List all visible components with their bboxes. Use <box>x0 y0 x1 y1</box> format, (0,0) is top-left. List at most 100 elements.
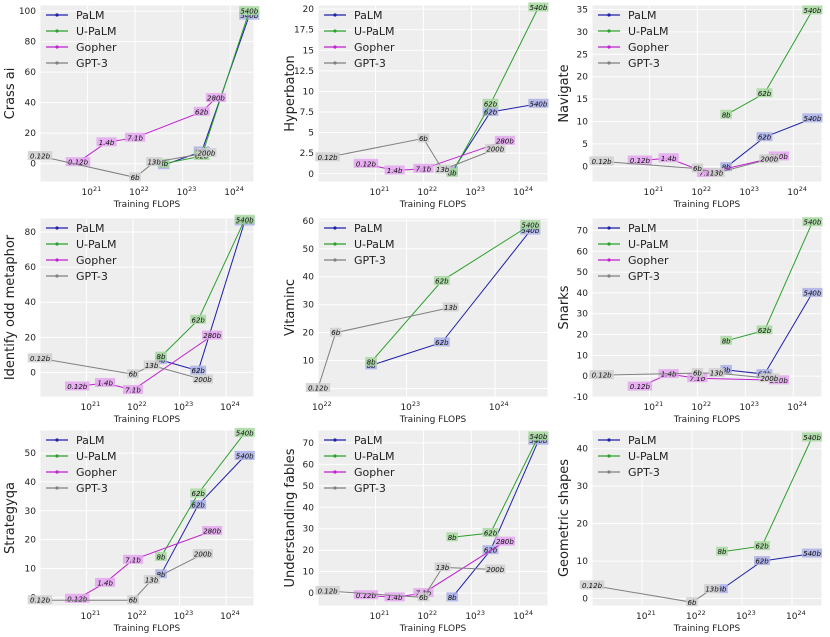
x-tick-label: 1021 <box>636 609 656 622</box>
chart-panel-4: 1021 1022 1023 1024 0 20 40 60 80 Training FLOPS I… <box>3 214 255 425</box>
point-label-bg <box>716 546 728 556</box>
point-label: 6b <box>131 174 140 182</box>
y-tick-label: 60 <box>25 68 37 78</box>
point-label: 7.1b <box>125 556 141 564</box>
point-label: 62b <box>191 490 205 498</box>
x-tick-label: 1022 <box>417 609 437 622</box>
point-label-bg <box>802 217 823 227</box>
point-label: 8b <box>157 357 166 365</box>
plot-area <box>39 217 255 398</box>
point-label-bg <box>442 302 459 312</box>
y-tick-label: 50 <box>303 482 315 492</box>
legend-entry: GPT-3 <box>76 270 108 283</box>
point-label: 0.12b <box>592 158 613 166</box>
point-label-bg <box>190 500 207 510</box>
point-label-bg <box>305 383 331 393</box>
point-label: 1.4b <box>661 371 677 379</box>
point-label: 540b <box>530 433 548 441</box>
y-tick-label: 50 <box>303 245 315 255</box>
y-tick-label: 20 <box>303 546 315 556</box>
point-label-bg <box>127 369 139 379</box>
x-tick-label: 1024 <box>489 400 509 413</box>
point-label: 540b <box>803 434 821 442</box>
point-label-bg <box>802 5 823 15</box>
y-tick-label: 25 <box>577 50 588 60</box>
x-axis-label: Training FLOPS <box>399 200 467 210</box>
legend-marker <box>55 61 59 65</box>
legend-entry: PaLM <box>76 9 105 22</box>
x-tick-exponent: 21 <box>93 185 101 193</box>
series-line-gopher <box>76 530 213 600</box>
x-tick-exponent: 21 <box>92 609 100 617</box>
point-label: 0.12b <box>318 587 339 595</box>
point-label: 6b <box>419 135 428 143</box>
y-tick-label: 60 <box>303 460 315 470</box>
x-tick-label: 1023 <box>465 185 485 198</box>
legend-marker <box>607 45 611 49</box>
legend-entry: Gopher <box>76 41 117 54</box>
x-tick-label: 1022 <box>129 185 149 198</box>
point-label-bg <box>353 590 379 600</box>
point-label: 6b <box>688 599 697 607</box>
series-line-gpt-3 <box>601 158 770 174</box>
x-tick-exponent: 23 <box>185 400 193 408</box>
point-label: 62b <box>191 367 205 375</box>
x-tick-label: 1024 <box>786 609 806 622</box>
point-label-bg <box>205 93 227 103</box>
legend-entry: PaLM <box>354 434 383 447</box>
x-tick-label: 1021 <box>81 400 101 413</box>
point-label: 8b <box>722 337 731 345</box>
y-axis-label: Vitaminc <box>283 279 298 336</box>
x-tick-exponent: 24 <box>232 609 240 617</box>
point-label-bg <box>239 6 260 16</box>
x-tick-label: 1023 <box>177 185 197 198</box>
x-tick-exponent: 21 <box>655 400 663 408</box>
point-label: 200b <box>194 551 212 559</box>
point-label-bg <box>704 584 720 594</box>
point-label: 0.12b <box>592 372 613 380</box>
point-label-bg <box>155 569 167 579</box>
point-label: 62b <box>484 530 498 538</box>
point-label: 0.12b <box>318 154 339 162</box>
y-tick-label: 15 <box>303 46 314 56</box>
y-tick-label: 5 <box>308 129 314 139</box>
x-tick-exponent: 22 <box>138 400 146 408</box>
legend-marker <box>607 242 611 246</box>
y-tick-label: 2.5 <box>300 149 314 159</box>
plot-area <box>317 4 549 183</box>
point-label: 1.4b <box>99 139 115 147</box>
x-tick-label: 1023 <box>739 400 759 413</box>
y-tick-label: 70 <box>303 439 315 449</box>
chart-panel-6: 1021 1022 1023 1024 -10 0 10 20 30 40 50 60 70 Traini… <box>557 217 823 425</box>
x-axis-label: Training FLOPS <box>113 200 181 210</box>
point-label: 62b <box>758 90 772 98</box>
x-tick-label: 1022 <box>127 400 147 413</box>
point-label-bg <box>353 158 379 168</box>
x-tick-label: 1022 <box>686 609 706 622</box>
y-tick-label: 10 <box>303 357 315 367</box>
y-tick-label: 20 <box>25 333 37 343</box>
legend-entry: PaLM <box>354 222 383 235</box>
x-tick-label: 1021 <box>644 185 664 198</box>
legend-marker <box>55 29 59 33</box>
plot-area <box>591 429 823 607</box>
legend-marker <box>55 258 59 262</box>
x-tick-exponent: 23 <box>477 609 485 617</box>
legend-marker <box>55 438 59 442</box>
y-axis-label: Crass ai <box>3 68 18 120</box>
point-label: 540b <box>236 429 254 437</box>
legend-entry: GPT-3 <box>354 482 386 495</box>
point-label-bg <box>482 107 499 117</box>
point-label-bg <box>446 532 458 542</box>
legend-entry: U-PaLM <box>628 238 669 251</box>
point-label: 540b <box>803 550 821 558</box>
y-tick-label: 30 <box>577 28 589 38</box>
point-label: 8b <box>722 164 731 172</box>
legend-entry: GPT-3 <box>354 254 386 267</box>
point-label: 62b <box>435 339 449 347</box>
y-axis-label: Snarks <box>557 285 572 329</box>
y-tick-label: 40 <box>577 289 589 299</box>
point-label-bg <box>234 427 255 437</box>
series-line-gopher <box>365 541 506 598</box>
point-label: 0.12b <box>356 592 377 600</box>
